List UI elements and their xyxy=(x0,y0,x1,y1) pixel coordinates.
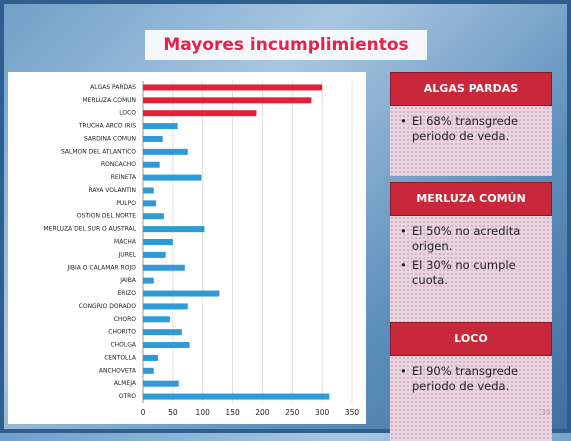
y-tick-label: JAIBA xyxy=(119,277,137,284)
y-tick-label: MERLUZA DEL SUR O AUSTRAL xyxy=(44,226,137,233)
bar xyxy=(143,136,163,142)
panel-body: El 50% no acredita origen. El 30% no cump… xyxy=(390,216,552,334)
info-panel: MERLUZA COMÚNEl 50% no acredita origen.E… xyxy=(390,182,552,334)
bar xyxy=(143,394,329,400)
bar xyxy=(143,162,160,168)
y-tick-label: LOCO xyxy=(119,110,136,117)
bar xyxy=(143,84,322,90)
x-tick-label: 150 xyxy=(225,408,240,417)
panel-title: MERLUZA COMÚN xyxy=(390,182,552,216)
panel-title: LOCO xyxy=(390,322,552,356)
bar xyxy=(143,149,188,155)
x-tick-label: 50 xyxy=(168,408,178,417)
y-tick-label: REINETA xyxy=(111,174,137,181)
bar xyxy=(143,213,164,219)
y-tick-label: CENTOLLA xyxy=(104,354,137,361)
x-tick-label: 300 xyxy=(315,408,330,417)
bar xyxy=(143,265,185,271)
bar xyxy=(143,226,205,232)
bar xyxy=(143,97,311,103)
bar xyxy=(143,278,154,284)
bar xyxy=(143,200,156,206)
bar xyxy=(143,123,178,129)
panel-bullet: El 68% transgrede periodo de veda. xyxy=(398,114,544,144)
x-tick-label: 100 xyxy=(196,408,211,417)
y-tick-label: ALGAS PARDAS xyxy=(90,84,136,91)
panel-bullet: El 50% no acredita origen. xyxy=(398,224,544,254)
slide-number: 39 xyxy=(541,408,551,417)
y-tick-label: SALMON DEL ATLANTICO xyxy=(61,148,136,155)
y-tick-label: SARDINA COMUN xyxy=(84,135,136,142)
info-panel: ALGAS PARDAS El 68% transgrede periodo de… xyxy=(390,72,552,176)
y-tick-label: MERLUZA COMUN xyxy=(82,97,136,104)
bar xyxy=(143,239,173,245)
y-tick-label: CHORO xyxy=(114,316,137,323)
bar xyxy=(143,355,158,361)
y-tick-label: TRUCHA ARCO IRIS xyxy=(78,123,136,130)
y-tick-label: PULPO xyxy=(116,200,136,207)
panel-body: El 90% transgrede periodo de veda. xyxy=(390,356,552,441)
y-tick-label: ERIZO xyxy=(117,290,136,297)
bar xyxy=(143,252,166,258)
bar xyxy=(143,329,182,335)
panel-body: El 68% transgrede periodo de veda. xyxy=(390,106,552,176)
y-tick-label: CONGRIO DORADO xyxy=(79,303,137,310)
bar xyxy=(143,303,188,309)
y-tick-label: ALMEJA xyxy=(114,380,137,387)
x-tick-label: 200 xyxy=(255,408,270,417)
info-panel: LOCO El 90% transgrede periodo de veda. xyxy=(390,322,552,441)
bar xyxy=(143,291,219,297)
y-tick-label: RONCACHO xyxy=(101,161,136,168)
panel-title: ALGAS PARDAS xyxy=(390,72,552,106)
y-tick-label: MACHA xyxy=(114,239,137,246)
y-tick-label: CHOLGA xyxy=(110,342,136,349)
bar xyxy=(143,110,256,116)
y-tick-label: RAYA VOLANTIN xyxy=(89,187,137,194)
panel-bullet: El 30% no cumple cuota. xyxy=(398,258,544,288)
panel-bullet: El 90% transgrede periodo de veda. xyxy=(398,364,544,394)
bar xyxy=(143,316,170,322)
y-tick-label: JIBIA O CALAMAR ROJO xyxy=(66,264,136,271)
bar xyxy=(143,342,190,348)
y-tick-label: CHORITO xyxy=(108,329,136,336)
slide: Mayores incumplimientos 0501001502002503… xyxy=(0,0,571,433)
bar xyxy=(143,368,154,374)
y-tick-label: OSTION DEL NORTE xyxy=(77,213,136,220)
x-tick-label: 250 xyxy=(285,408,300,417)
y-tick-label: ANCHOVETA xyxy=(99,367,137,374)
x-tick-label: 350 xyxy=(345,408,360,417)
bar xyxy=(143,175,202,181)
x-tick-label: 0 xyxy=(141,408,146,417)
y-tick-label: JUREL xyxy=(118,251,137,258)
y-tick-label: OTRO xyxy=(119,393,137,400)
bar xyxy=(143,381,179,387)
bar xyxy=(143,187,154,193)
